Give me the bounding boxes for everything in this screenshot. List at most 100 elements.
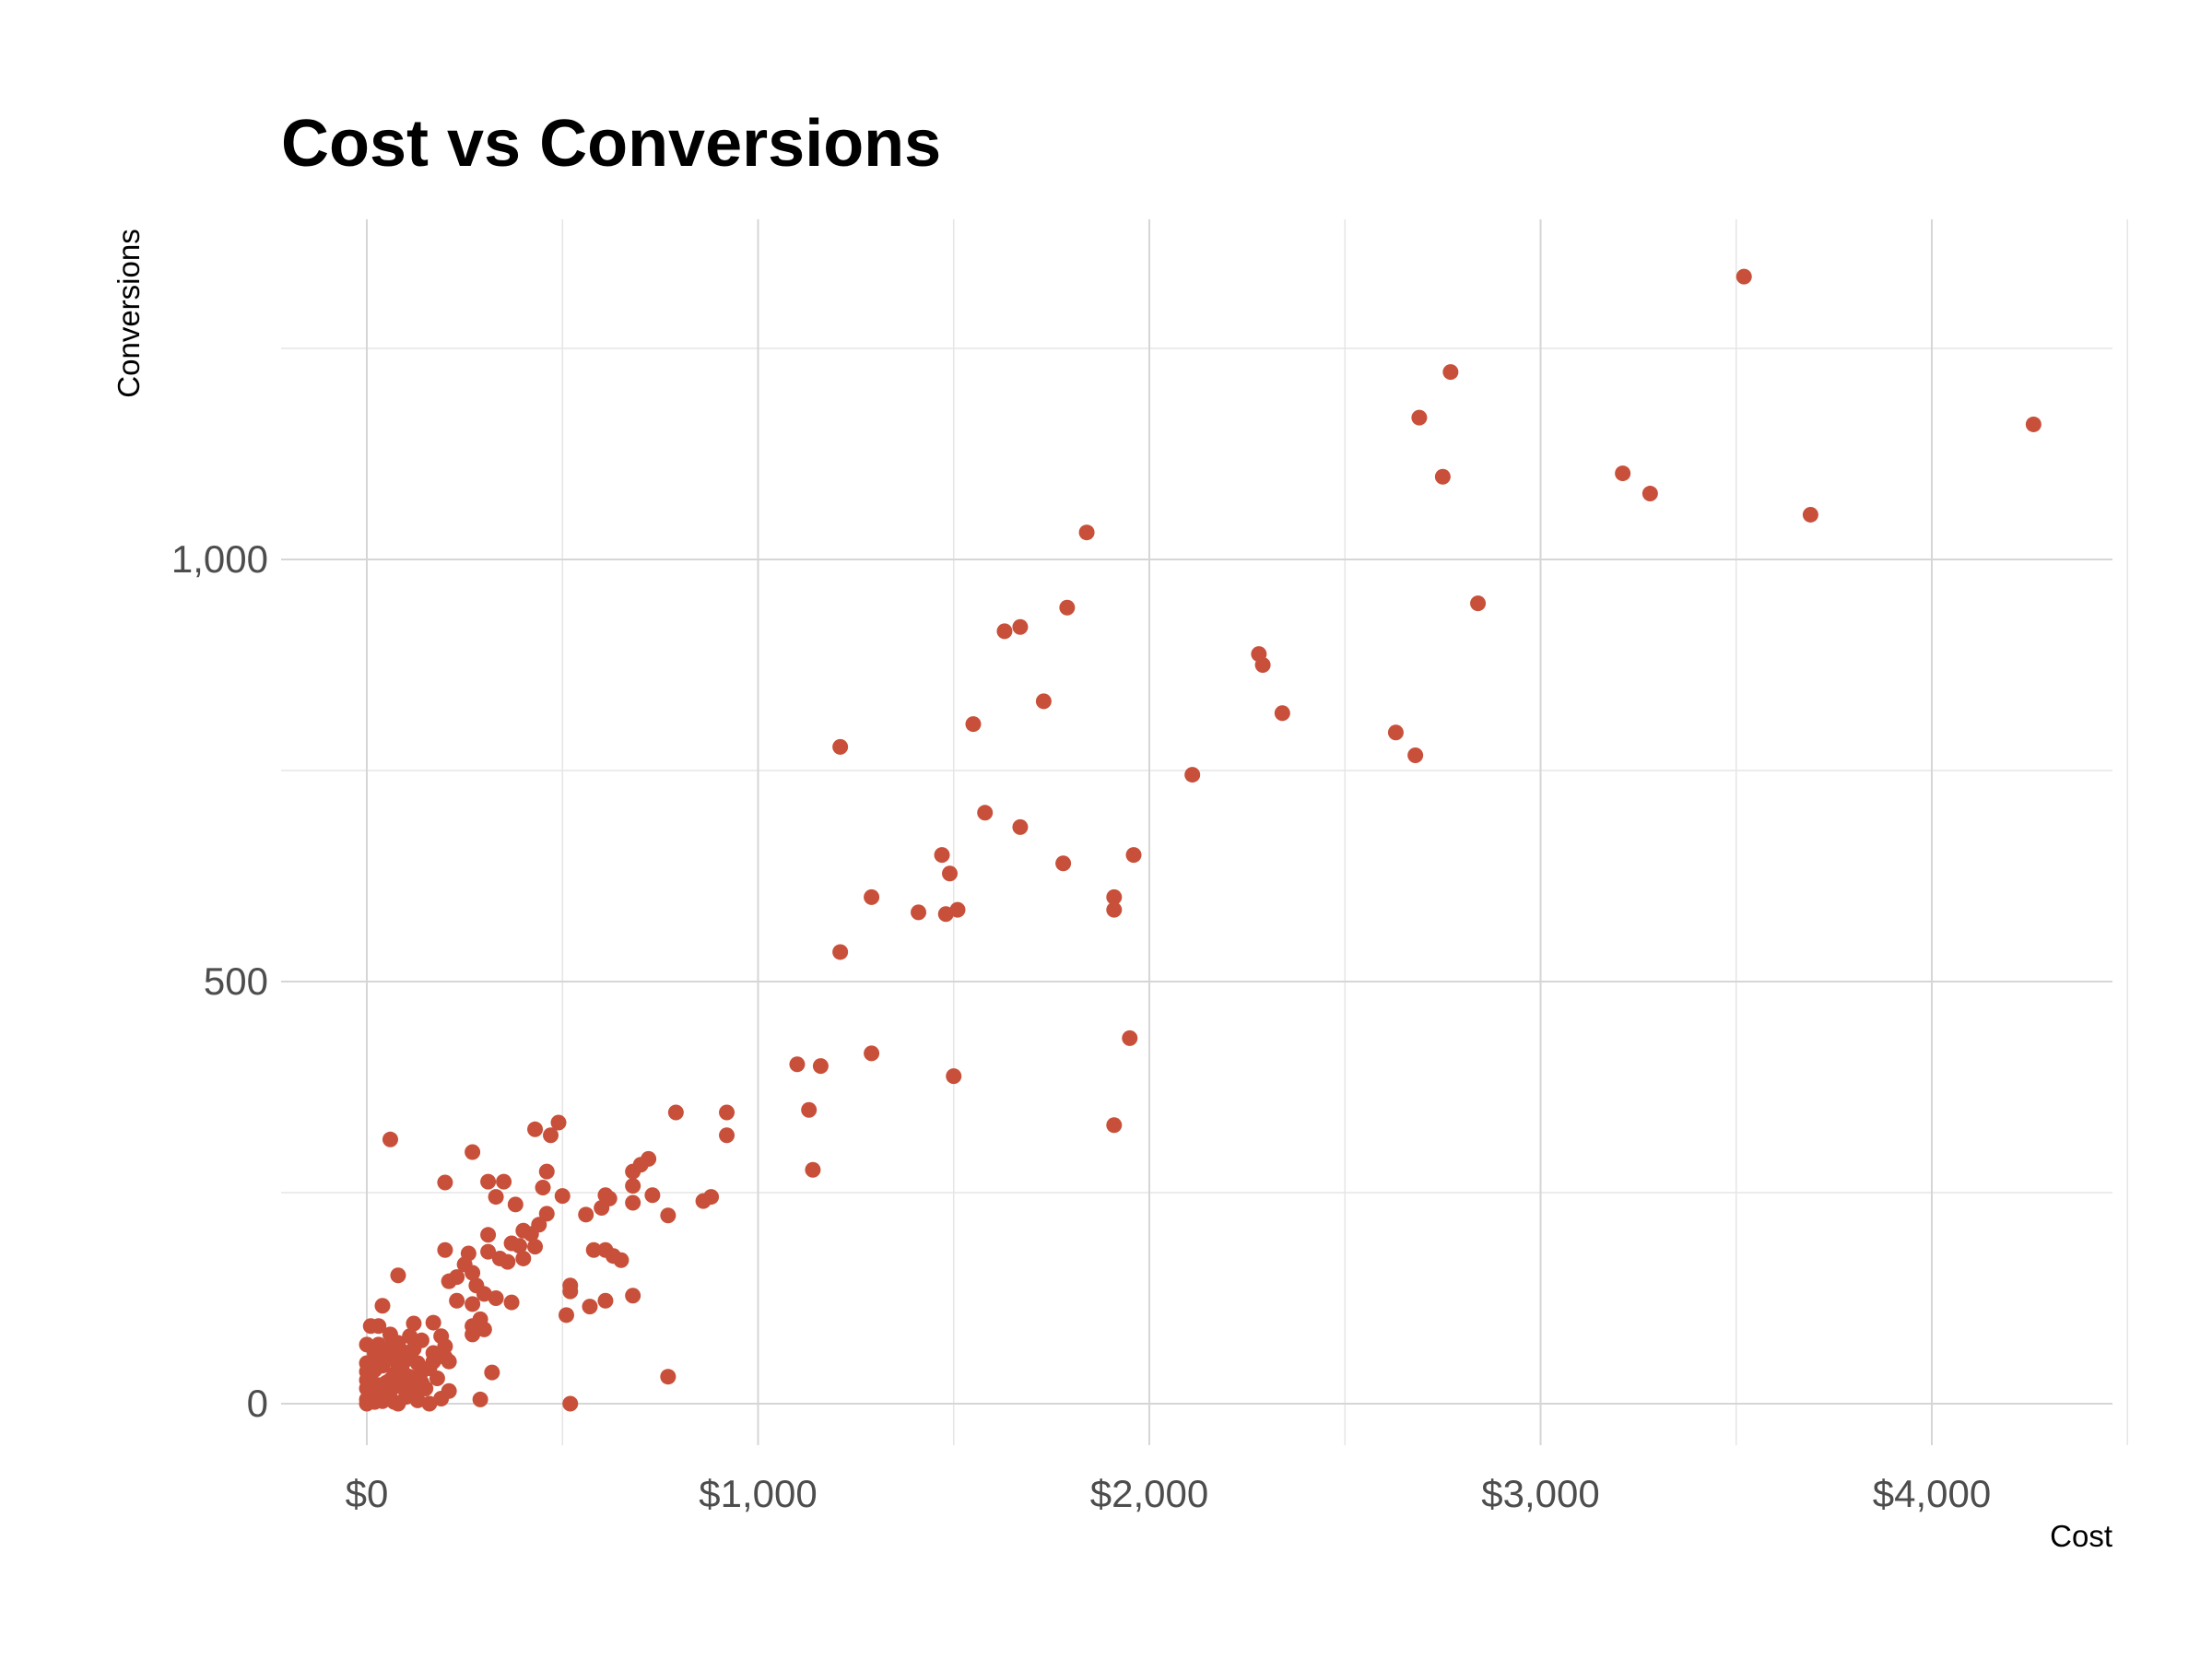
data-point	[465, 1144, 481, 1160]
data-point	[1012, 618, 1029, 635]
data-point	[421, 1395, 438, 1412]
data-point	[527, 1121, 544, 1137]
data-point	[942, 865, 959, 882]
x-tick-label: $4,000	[1873, 1472, 1991, 1515]
data-point	[1055, 855, 1072, 872]
x-axis-label: Cost	[2050, 1519, 2112, 1553]
data-point	[538, 1163, 555, 1180]
data-point	[480, 1173, 497, 1190]
data-point	[864, 1045, 880, 1062]
data-point	[660, 1369, 677, 1385]
data-point	[605, 1248, 621, 1265]
data-point	[625, 1194, 641, 1211]
data-point	[1184, 767, 1201, 783]
data-point	[934, 847, 950, 864]
data-point	[1442, 364, 1459, 381]
data-point	[1434, 468, 1451, 485]
data-point	[512, 1238, 528, 1254]
data-point	[371, 1389, 387, 1406]
data-point	[832, 738, 849, 755]
data-point	[437, 1174, 453, 1191]
data-point	[1106, 901, 1123, 918]
data-point	[374, 1345, 391, 1361]
y-tick-label: 0	[247, 1382, 268, 1425]
data-point	[585, 1241, 602, 1258]
data-point	[946, 1068, 962, 1085]
data-point	[1274, 705, 1290, 722]
data-point	[472, 1391, 488, 1407]
x-tick-label: $1,000	[699, 1472, 817, 1515]
data-point	[465, 1326, 481, 1343]
data-point	[406, 1315, 422, 1332]
data-point	[949, 901, 966, 918]
data-point	[719, 1104, 735, 1121]
data-point	[1641, 486, 1658, 502]
data-point	[1122, 1030, 1138, 1046]
data-point	[449, 1292, 465, 1309]
data-point	[371, 1318, 387, 1335]
data-point	[480, 1227, 497, 1243]
data-point	[578, 1206, 594, 1223]
data-point	[1615, 465, 1631, 482]
data-point	[413, 1363, 429, 1380]
data-point	[437, 1338, 453, 1355]
data-point	[977, 805, 994, 821]
data-point	[582, 1299, 598, 1315]
data-point	[1012, 818, 1029, 835]
x-tick-label: $0	[346, 1472, 389, 1515]
y-axis-label: Conversions	[112, 229, 146, 397]
data-point	[594, 1199, 610, 1216]
data-point	[429, 1371, 445, 1387]
data-point	[812, 1058, 829, 1075]
data-point	[554, 1188, 571, 1205]
data-point	[406, 1340, 422, 1357]
data-point	[507, 1196, 524, 1213]
data-point	[488, 1290, 504, 1306]
tick-labels: $0 $1,000 $2,000 $3,000 $4,000 0 500 1,000	[171, 537, 1991, 1515]
data-point	[801, 1101, 818, 1118]
data-point	[597, 1292, 614, 1309]
data-point	[1411, 409, 1428, 426]
chart-title: Cost vs Conversions	[281, 107, 941, 181]
data-point	[1078, 524, 1095, 541]
data-point	[390, 1358, 406, 1374]
data-point	[480, 1243, 497, 1260]
x-tick-label: $3,000	[1481, 1472, 1599, 1515]
data-point	[2025, 416, 2041, 432]
data-point	[465, 1265, 481, 1281]
data-point	[538, 1206, 555, 1222]
data-point	[441, 1353, 457, 1370]
data-point	[625, 1288, 641, 1304]
data-point	[441, 1273, 457, 1289]
data-point	[476, 1321, 492, 1337]
data-point	[625, 1163, 641, 1180]
data-point	[1470, 595, 1487, 612]
data-point	[386, 1394, 403, 1410]
data-point	[527, 1239, 544, 1255]
data-point	[1125, 847, 1142, 864]
data-point	[719, 1127, 735, 1144]
data-point	[965, 716, 982, 733]
data-point	[496, 1173, 512, 1190]
data-points	[359, 268, 2041, 1412]
grid	[281, 219, 2129, 1445]
data-point	[378, 1374, 394, 1391]
data-point	[425, 1353, 441, 1370]
data-point	[625, 1178, 641, 1194]
data-point	[1059, 599, 1076, 616]
data-point	[390, 1267, 406, 1284]
data-point	[1387, 724, 1404, 741]
data-point	[374, 1298, 391, 1314]
data-point	[1106, 1117, 1123, 1134]
data-point	[465, 1296, 481, 1312]
data-point	[1106, 888, 1123, 905]
data-point	[543, 1127, 559, 1144]
data-point	[660, 1207, 677, 1224]
y-tick-label: 500	[204, 959, 268, 1003]
data-point	[437, 1241, 453, 1258]
data-point	[667, 1104, 684, 1121]
data-point	[832, 944, 849, 960]
data-point	[911, 904, 927, 921]
data-point	[996, 623, 1013, 640]
